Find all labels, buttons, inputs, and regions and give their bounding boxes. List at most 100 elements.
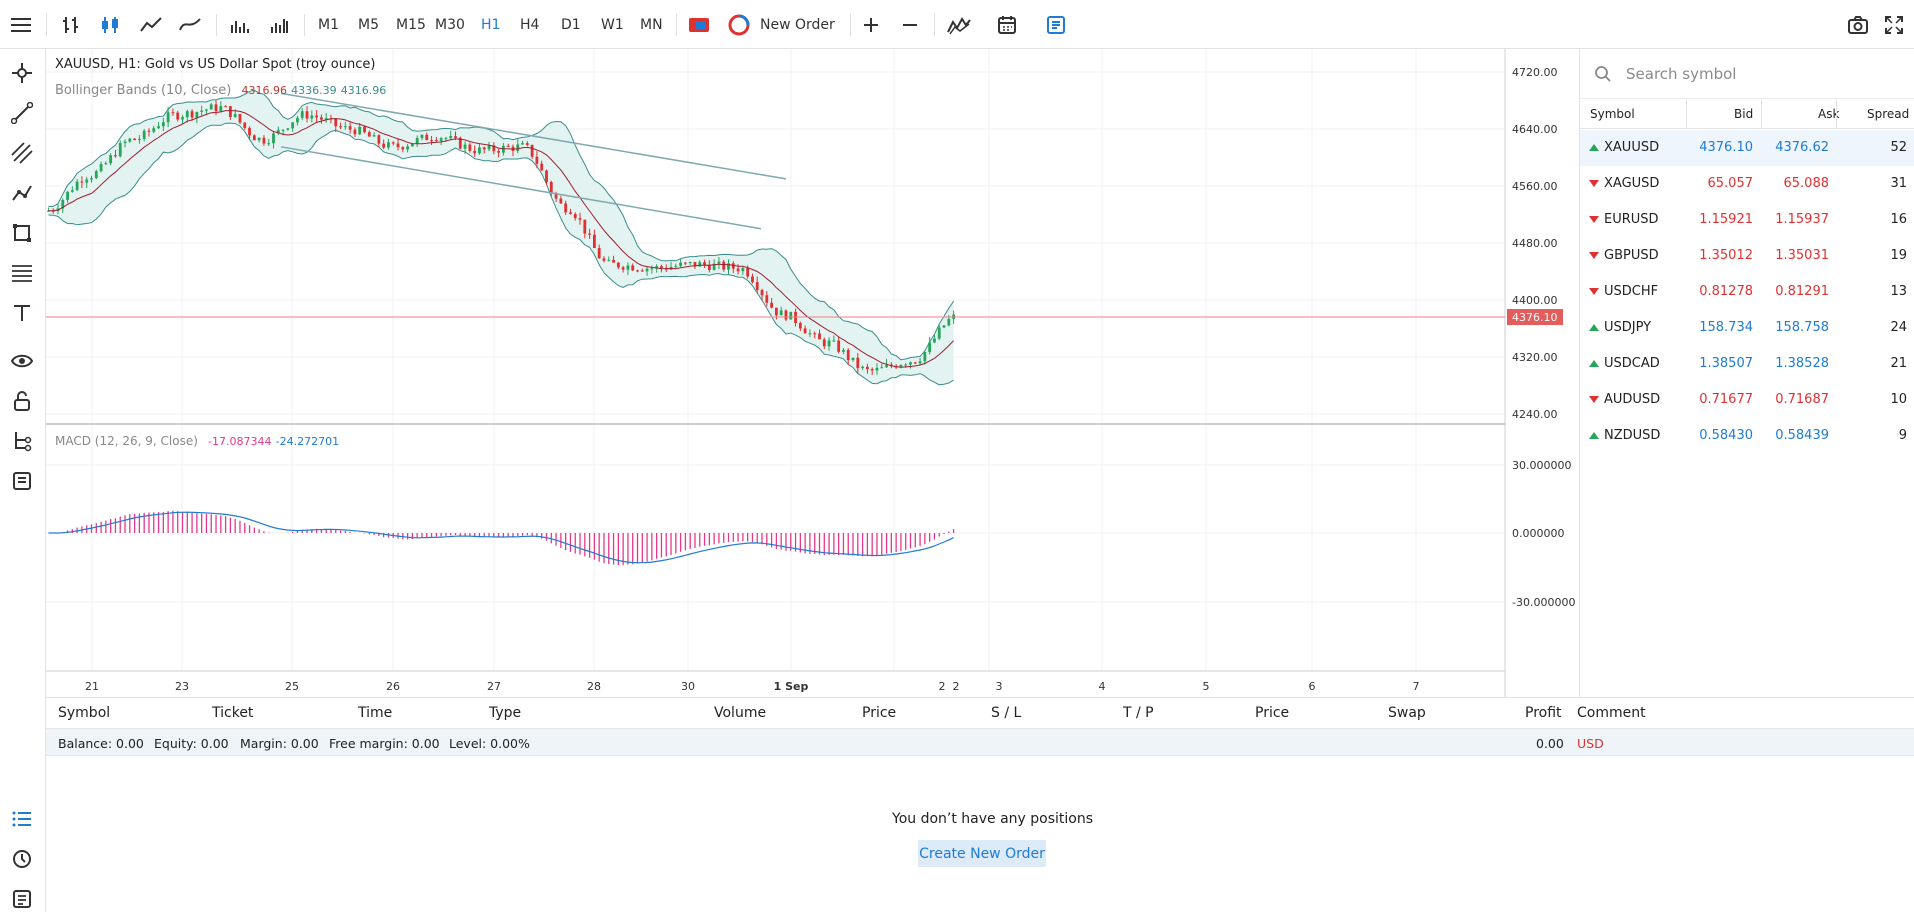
- col-spread[interactable]: Spread: [1867, 107, 1910, 121]
- col-type[interactable]: Type: [489, 705, 522, 721]
- col-profit[interactable]: Profit: [1525, 705, 1562, 721]
- zoom-out-icon[interactable]: [897, 10, 923, 40]
- chart-area[interactable]: 4720.00 4640.00 4560.00 4480.00 4400.00 4320.…: [46, 49, 1579, 697]
- text-tool-icon[interactable]: [8, 299, 36, 327]
- col-symbol[interactable]: Symbol: [1590, 107, 1635, 121]
- watchlist-row[interactable]: USDCAD 1.38507 1.38528 21: [1580, 346, 1914, 382]
- area-chart-type-icon[interactable]: [177, 10, 203, 40]
- watchlist-row[interactable]: XAUUSD 4376.10 4376.62 52: [1580, 130, 1914, 166]
- timeframe-m1[interactable]: M1: [318, 17, 339, 33]
- line-chart-type-icon[interactable]: [138, 10, 164, 40]
- candle-body: [822, 339, 826, 347]
- one-click-trading-icon[interactable]: [686, 10, 712, 40]
- watchlist-row[interactable]: AUDUSD 0.71677 0.71687 10: [1580, 382, 1914, 418]
- candle-body: [228, 106, 232, 117]
- col-bid[interactable]: Bid: [1734, 107, 1754, 121]
- indicators-icon[interactable]: [944, 10, 974, 40]
- menu-icon[interactable]: [8, 10, 34, 40]
- price-chart[interactable]: 4720.004640.004560.004480.004400.004320.…: [46, 49, 1579, 697]
- history-icon[interactable]: [8, 845, 36, 873]
- volume-icon[interactable]: [226, 10, 252, 40]
- watchlist-row[interactable]: EURUSD 1.15921 1.15937 16: [1580, 202, 1914, 238]
- watchlist-row[interactable]: USDCHF 0.81278 0.81291 13: [1580, 274, 1914, 310]
- arrow-up-icon: [1589, 324, 1599, 331]
- search-icon: [1595, 65, 1611, 82]
- arrow-down-icon: [1589, 180, 1599, 187]
- bollinger-value-3: 4316.96: [340, 84, 387, 97]
- col-comment[interactable]: Comment: [1577, 705, 1646, 721]
- candle-body: [109, 155, 113, 164]
- watchlist-spread: 9: [1898, 428, 1907, 443]
- templates-icon[interactable]: [1043, 10, 1069, 40]
- watchlist-row[interactable]: GBPUSD 1.35012 1.35031 19: [1580, 238, 1914, 274]
- candle-body: [937, 327, 941, 339]
- positions-list-icon[interactable]: [8, 805, 36, 833]
- bar-chart-type-icon[interactable]: [58, 10, 84, 40]
- candle-body: [798, 323, 802, 329]
- candle-body: [214, 104, 218, 112]
- trend-line-icon[interactable]: [8, 99, 36, 127]
- lock-icon[interactable]: [8, 387, 36, 415]
- crosshair-icon[interactable]: [8, 59, 36, 87]
- candle-body: [540, 163, 544, 171]
- watchlist-row[interactable]: NZDUSD 0.58430 0.58439 9: [1580, 418, 1914, 454]
- candle-body: [492, 145, 496, 152]
- candle-body: [454, 136, 457, 138]
- timeframe-m15[interactable]: M15: [396, 17, 426, 33]
- timeframe-m5[interactable]: M5: [358, 17, 379, 33]
- col-tp[interactable]: T / P: [1123, 705, 1154, 721]
- fullscreen-icon[interactable]: [1880, 10, 1908, 40]
- polyline-icon[interactable]: [8, 179, 36, 207]
- watchlist-symbol: XAGUSD: [1604, 176, 1660, 191]
- price-axis-label: 4480.00: [1512, 237, 1558, 250]
- fibonacci-icon[interactable]: [8, 259, 36, 287]
- candle-body: [161, 122, 165, 127]
- volume-bars-icon[interactable]: [266, 10, 292, 40]
- watchlist-bid: 158.734: [1699, 320, 1753, 335]
- col-ticket[interactable]: Ticket: [212, 705, 254, 721]
- eye-icon[interactable]: [8, 347, 36, 375]
- channel-icon[interactable]: [8, 139, 36, 167]
- bollinger-value-2: 4336.39: [291, 84, 337, 97]
- timeframe-w1[interactable]: W1: [601, 17, 624, 33]
- col-ask[interactable]: Ask: [1818, 107, 1840, 121]
- candle-body: [401, 147, 405, 150]
- col-current-price[interactable]: Price: [1255, 705, 1290, 721]
- col-sl[interactable]: S / L: [991, 705, 1022, 721]
- timeframe-h4[interactable]: H4: [520, 17, 540, 33]
- col-pos-symbol[interactable]: Symbol: [58, 705, 111, 721]
- object-tree-icon[interactable]: [8, 427, 36, 455]
- col-time[interactable]: Time: [358, 705, 393, 721]
- candle-body: [727, 263, 730, 270]
- bollinger-legend[interactable]: Bollinger Bands (10, Close) 4316.96 4336…: [55, 83, 386, 98]
- time-axis-label: 6: [1309, 680, 1316, 693]
- candle-body: [343, 126, 347, 128]
- candle-body: [463, 144, 467, 149]
- timeframe-mn[interactable]: MN: [640, 17, 663, 33]
- col-volume[interactable]: Volume: [714, 705, 767, 721]
- bollinger-label: Bollinger Bands (10, Close): [55, 83, 232, 98]
- col-price[interactable]: Price: [862, 705, 897, 721]
- search-input[interactable]: Search symbol: [1626, 64, 1737, 83]
- zoom-in-icon[interactable]: [858, 10, 884, 40]
- journal-icon[interactable]: [8, 885, 36, 912]
- timeframe-d1[interactable]: D1: [561, 17, 581, 33]
- create-new-order-button[interactable]: Create New Order: [918, 840, 1046, 867]
- calendar-icon[interactable]: [994, 10, 1020, 40]
- timeframe-h1[interactable]: H1: [481, 17, 501, 33]
- symbol-search[interactable]: Search symbol: [1580, 49, 1914, 99]
- screenshot-icon[interactable]: [1844, 10, 1872, 40]
- col-swap[interactable]: Swap: [1388, 705, 1426, 721]
- candlestick-chart-type-icon[interactable]: [97, 10, 123, 40]
- new-order-button[interactable]: New Order: [728, 10, 848, 40]
- watchlist-row[interactable]: XAGUSD 65.057 65.088 31: [1580, 166, 1914, 202]
- macd-axis-label: 30.000000: [1512, 459, 1572, 472]
- delete-drawings-icon[interactable]: [8, 467, 36, 495]
- watchlist-row[interactable]: USDJPY 158.734 158.758 24: [1580, 310, 1914, 346]
- macd-legend[interactable]: MACD (12, 26, 9, Close) -17.087344 -24.2…: [55, 434, 339, 449]
- candle-body: [885, 364, 888, 368]
- candle-body: [530, 144, 534, 157]
- rectangle-tool-icon[interactable]: [8, 219, 36, 247]
- candle-body: [731, 263, 735, 269]
- timeframe-m30[interactable]: M30: [435, 17, 465, 33]
